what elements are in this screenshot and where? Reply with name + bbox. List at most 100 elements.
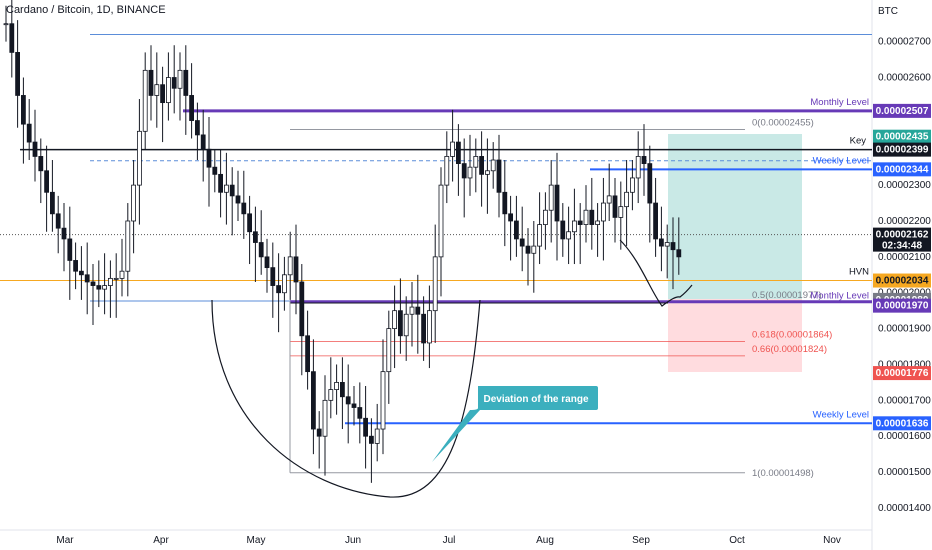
candle-body: [519, 238, 525, 247]
candle-body: [264, 256, 270, 269]
price-tag-bg: [873, 227, 931, 252]
x-tick-label: Nov: [823, 535, 841, 546]
candle-body: [15, 52, 21, 96]
candle-body: [537, 224, 542, 247]
candle-body: [664, 242, 670, 247]
y-tick-label: 0.00002200: [878, 216, 931, 227]
candle-body: [206, 148, 212, 168]
candle-body: [223, 184, 229, 193]
tag-key[interactable]: 0.00002399: [873, 142, 931, 157]
price-tag-bg: [873, 273, 931, 288]
candle-body: [84, 274, 90, 283]
candle-body: [618, 206, 624, 218]
y-axis: BTC 0.00002700 0.00002600 0.00002300 0.00002…: [878, 6, 931, 514]
y-tick-label: 0.00002100: [878, 252, 931, 263]
candle-body: [299, 281, 305, 337]
price-tag-text: 0.00002435: [876, 132, 929, 143]
candle-body: [3, 23, 9, 26]
candle-body: [601, 202, 606, 222]
fib-618-label: 0.618(0.00001864): [752, 330, 832, 341]
candle-body: [386, 328, 392, 373]
candle-body: [583, 209, 589, 225]
weekly-level-label-low: Weekly Level: [813, 409, 869, 420]
candle-body: [148, 69, 154, 96]
candle-body: [670, 242, 676, 251]
chart-title: Cardano / Bitcoin, 1D, BINANCE: [6, 4, 166, 16]
fib-1-label: 1(0.00001498): [752, 468, 814, 479]
candle-body: [397, 310, 403, 337]
x-tick-label: May: [247, 535, 266, 546]
y-tick-label: 0.00001700: [878, 395, 931, 406]
tag-monthly-low[interactable]: 0.00001970: [873, 298, 931, 313]
candle-body: [676, 249, 682, 258]
candle-body: [108, 277, 113, 286]
candle-body: [20, 95, 26, 125]
fib-05-label: 0.5(0.00001977): [752, 290, 822, 301]
candle-body: [96, 285, 102, 290]
candle-body: [119, 270, 125, 279]
price-tag-text: 0.00002162: [876, 230, 929, 241]
tag-hvn[interactable]: 0.00002034: [873, 273, 931, 288]
tag-weekly-low[interactable]: 0.00001636: [873, 416, 931, 431]
candle-body: [316, 428, 322, 437]
candle-body: [496, 159, 502, 193]
candle-body: [276, 285, 282, 294]
price-tag-text: 0.00001776: [876, 368, 929, 379]
candle-body: [415, 306, 421, 315]
price-tag-text: 0.00001636: [876, 418, 929, 429]
price-tag-bg: [873, 142, 931, 157]
candle-body: [252, 231, 258, 243]
candle-body: [79, 270, 84, 276]
candle-body: [543, 209, 548, 225]
candle-body: [293, 256, 299, 283]
candle-body: [566, 231, 571, 240]
candle-body: [44, 170, 49, 193]
tag-weekly-mid[interactable]: 0.00002344: [873, 162, 931, 177]
tag-stop[interactable]: 0.00001776: [873, 366, 931, 381]
candle-body: [113, 277, 119, 280]
candle-body: [490, 159, 496, 172]
tag-monthly-top[interactable]: 0.00002507: [873, 103, 931, 118]
price-tag-text: 0.00002507: [876, 106, 929, 117]
price-tag-text: 0.00002034: [876, 276, 929, 287]
candle-body: [281, 274, 287, 294]
candle-body: [560, 220, 566, 240]
candle-body: [525, 245, 531, 254]
candle-body: [514, 220, 519, 240]
monthly-level-label-top: Monthly Level: [810, 97, 869, 108]
candle-body: [328, 389, 334, 401]
candle-body: [426, 310, 432, 344]
candle-body: [484, 170, 490, 175]
candle-body: [450, 141, 456, 157]
candle-body: [38, 156, 44, 172]
candle-body: [572, 220, 577, 233]
candle-body: [154, 84, 160, 96]
x-tick-label: Jul: [443, 535, 456, 546]
candle-body: [432, 256, 438, 312]
candle-body: [508, 213, 514, 222]
candle-body: [218, 173, 224, 193]
candle-body: [160, 84, 166, 104]
price-tag-text: 0.00002344: [876, 164, 929, 175]
y-tick-label: 0.00002600: [878, 73, 931, 84]
fib-0-label: 0(0.00002455): [752, 118, 814, 129]
candle-body: [270, 267, 276, 286]
candle-body: [531, 245, 537, 254]
price-tag-bg: [873, 162, 931, 177]
price-tag-bg: [873, 298, 931, 313]
candle-body: [32, 141, 38, 157]
candle-body: [653, 202, 658, 240]
candles: [3, 0, 682, 483]
tag-key-ask[interactable]: 0.00002435: [873, 129, 931, 144]
currency-label: BTC: [878, 6, 898, 17]
candle-body: [374, 428, 380, 444]
candle-body: [455, 141, 461, 165]
candle-body: [322, 399, 328, 437]
fib-66-label: 0.66(0.00001824): [752, 344, 827, 355]
candle-body: [258, 242, 264, 258]
candle-body: [641, 156, 647, 165]
candle-body: [171, 77, 177, 89]
candle-body: [61, 227, 67, 240]
